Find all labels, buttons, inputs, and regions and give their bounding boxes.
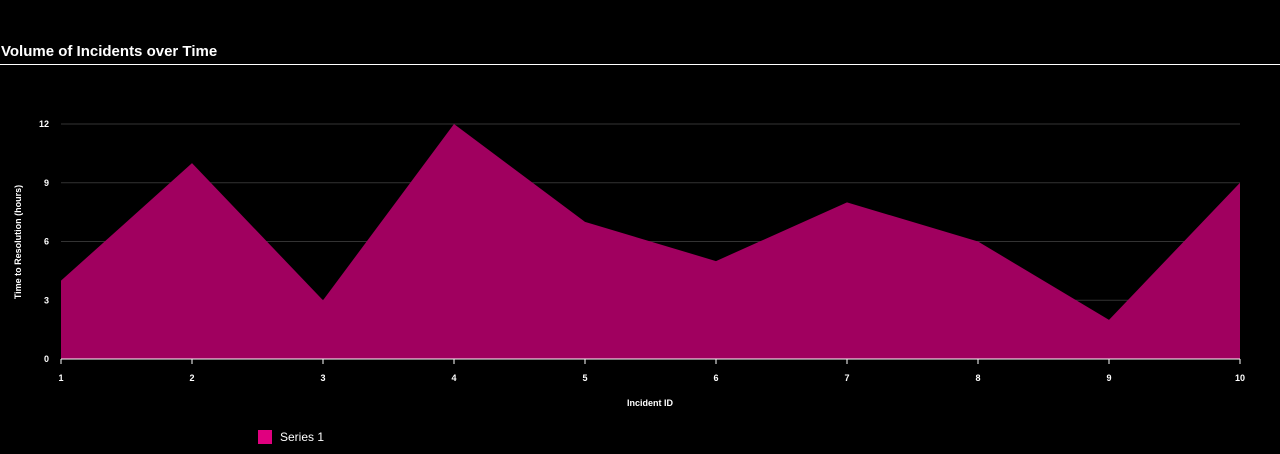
axes [60, 358, 1241, 364]
data-point-8[interactable] [976, 240, 980, 244]
data-point-1[interactable] [59, 279, 63, 283]
y-axis-title: Time to Resolution (hours) [13, 185, 23, 299]
x-axis-title: Incident ID [627, 398, 674, 408]
data-point-3[interactable] [321, 298, 325, 302]
y-tick-label-12: 12 [39, 119, 49, 129]
area-series-1 [61, 124, 1240, 359]
x-tick-label-10: 10 [1235, 373, 1245, 383]
x-tick-label-9: 9 [1106, 373, 1111, 383]
x-tick-label-3: 3 [320, 373, 325, 383]
legend: Series 1 [258, 430, 324, 444]
data-point-9[interactable] [1107, 318, 1111, 322]
x-tick-label-2: 2 [189, 373, 194, 383]
data-point-2[interactable] [190, 161, 194, 165]
y-tick-label-3: 3 [44, 295, 49, 305]
data-point-5[interactable] [583, 220, 587, 224]
data-point-7[interactable] [845, 200, 849, 204]
y-tick-label-9: 9 [44, 178, 49, 188]
x-tick-label-4: 4 [451, 373, 456, 383]
y-tick-label-0: 0 [44, 354, 49, 364]
data-point-4[interactable] [452, 122, 456, 126]
x-tick-label-8: 8 [975, 373, 980, 383]
chart-header: Volume of Incidents over Time [0, 40, 1280, 65]
chart-title: Volume of Incidents over Time [1, 43, 218, 60]
legend-swatch-series-1[interactable] [258, 430, 272, 444]
area-series-layer [59, 122, 1242, 359]
data-point-6[interactable] [714, 259, 718, 263]
x-tick-label-1: 1 [58, 373, 63, 383]
x-tick-label-5: 5 [582, 373, 587, 383]
y-tick-labels: 0 3 6 9 12 [39, 119, 49, 364]
x-tick-label-6: 6 [713, 373, 718, 383]
data-point-10[interactable] [1238, 181, 1242, 185]
x-tick-labels: 1 2 3 4 5 6 7 8 9 10 [58, 373, 1245, 383]
x-tick-label-7: 7 [844, 373, 849, 383]
legend-label-series-1[interactable]: Series 1 [280, 430, 325, 444]
y-tick-label-6: 6 [44, 237, 49, 247]
